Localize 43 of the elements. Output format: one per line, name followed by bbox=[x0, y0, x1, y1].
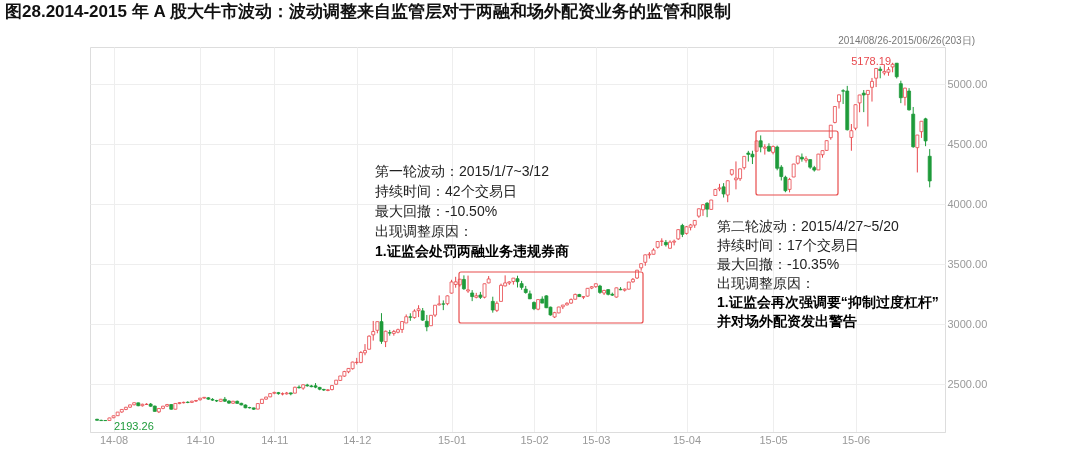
candlestick bbox=[907, 87, 911, 112]
y-tick-label: 2500.00 bbox=[947, 377, 988, 390]
candlestick bbox=[466, 275, 470, 294]
y-tick-label: 3500.00 bbox=[947, 257, 988, 270]
x-tick-label: 15-03 bbox=[582, 433, 611, 446]
y-tick-label: 4500.00 bbox=[947, 137, 988, 150]
annotation: 持续时间：42个交易日 bbox=[375, 183, 517, 199]
candlestick bbox=[898, 80, 903, 104]
candlestick bbox=[923, 117, 928, 147]
candlestick bbox=[701, 203, 705, 217]
annotation: 出现调整原因： bbox=[375, 223, 473, 239]
x-tick-label: 14-10 bbox=[186, 433, 215, 446]
candlestick bbox=[915, 134, 920, 173]
annotation: 最大回撤：-10.50% bbox=[375, 203, 498, 219]
candlestick bbox=[734, 160, 738, 190]
annotation: 1.证监会再次强调要“抑制过度杠杆” bbox=[717, 294, 939, 310]
text: 2014/08/26-2015/06/26(203日) bbox=[838, 35, 975, 46]
annotation: 第一轮波动：2015/1/7~3/12 bbox=[375, 163, 550, 179]
annotation: 2193.26 bbox=[114, 420, 154, 432]
annotation: 并对场外配资发出警告 bbox=[716, 313, 857, 329]
y-tick-label: 5000.00 bbox=[947, 77, 988, 90]
x-tick-label: 15-01 bbox=[437, 433, 467, 446]
annotation: 1.证监会处罚两融业务违规券商 bbox=[375, 243, 569, 259]
chart-title: 图28.2014-2015 年 A 股大牛市波动：波动调整来自监管层对于两融和场外配资业务的监管和限制 bbox=[5, 2, 731, 21]
x-tick-label: 14-11 bbox=[261, 433, 289, 446]
y-tick-label: 4000.00 bbox=[947, 197, 988, 210]
x-tick-label: 15-05 bbox=[759, 433, 788, 446]
candlestick bbox=[297, 384, 301, 390]
annotation: 出现调整原因： bbox=[717, 275, 815, 291]
candlestick bbox=[800, 153, 804, 163]
annotation: 第二轮波动：2015/4/27~5/20 bbox=[717, 218, 899, 234]
annotation: 最大回撤：-10.35% bbox=[717, 256, 840, 272]
x-tick-label: 14-08 bbox=[99, 433, 129, 446]
candlestick bbox=[672, 239, 677, 246]
candlestick bbox=[804, 155, 808, 164]
x-tick-label: 15-02 bbox=[520, 433, 549, 446]
annotation: 持续时间：17个交易日 bbox=[717, 237, 859, 253]
candlestick bbox=[379, 312, 384, 345]
x-tick-label: 15-06 bbox=[841, 433, 871, 446]
annotation: 5178.19 bbox=[851, 55, 891, 67]
x-tick-label: 15-04 bbox=[672, 433, 702, 446]
y-tick-label: 3000.00 bbox=[947, 317, 988, 330]
x-tick-label: 14-12 bbox=[343, 433, 372, 446]
